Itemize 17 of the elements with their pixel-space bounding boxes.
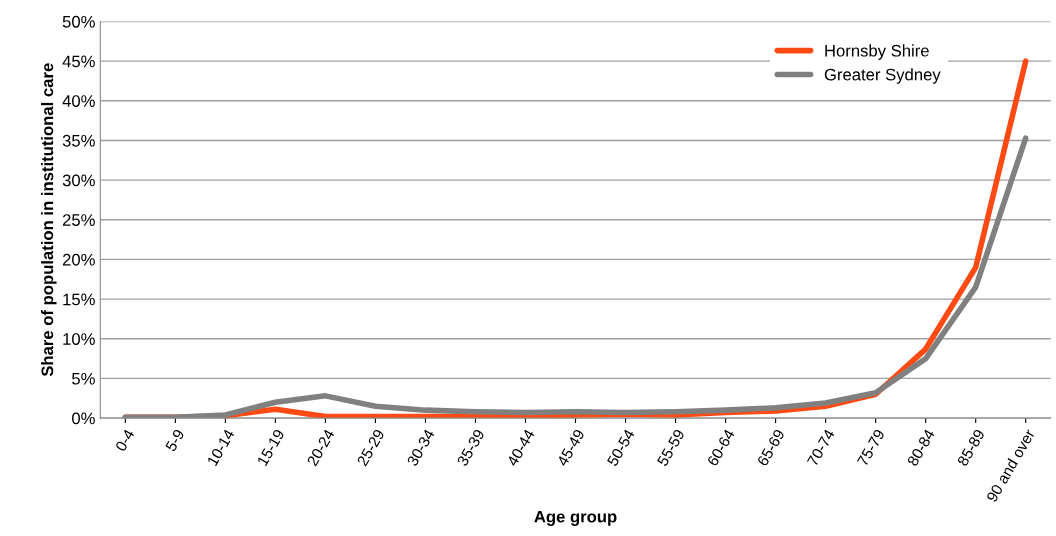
y-tick-label: 30% (62, 174, 95, 187)
y-tick-label: 0% (72, 412, 95, 425)
y-tick-label: 45% (62, 55, 95, 68)
y-tick-label: 20% (62, 253, 95, 266)
y-tick-label: 15% (63, 293, 95, 306)
x-axis-title: Age group (534, 510, 617, 526)
y-tick-label: 25% (62, 214, 95, 226)
y-tick-label: 40% (62, 95, 95, 107)
legend-label: Hornsby Shire (825, 44, 929, 60)
y-tick-label: 10% (63, 333, 95, 345)
legend-label: Greater Sydney (824, 68, 941, 84)
y-tick-label: 35% (62, 134, 95, 147)
y-tick-label: 5% (72, 372, 95, 385)
y-tick-label: 50% (62, 15, 95, 28)
x-tick-label: 5-9 (164, 428, 185, 452)
y-axis-title: Share of population in institutional care (41, 63, 57, 377)
x-tick-label: 0-4 (114, 428, 135, 453)
